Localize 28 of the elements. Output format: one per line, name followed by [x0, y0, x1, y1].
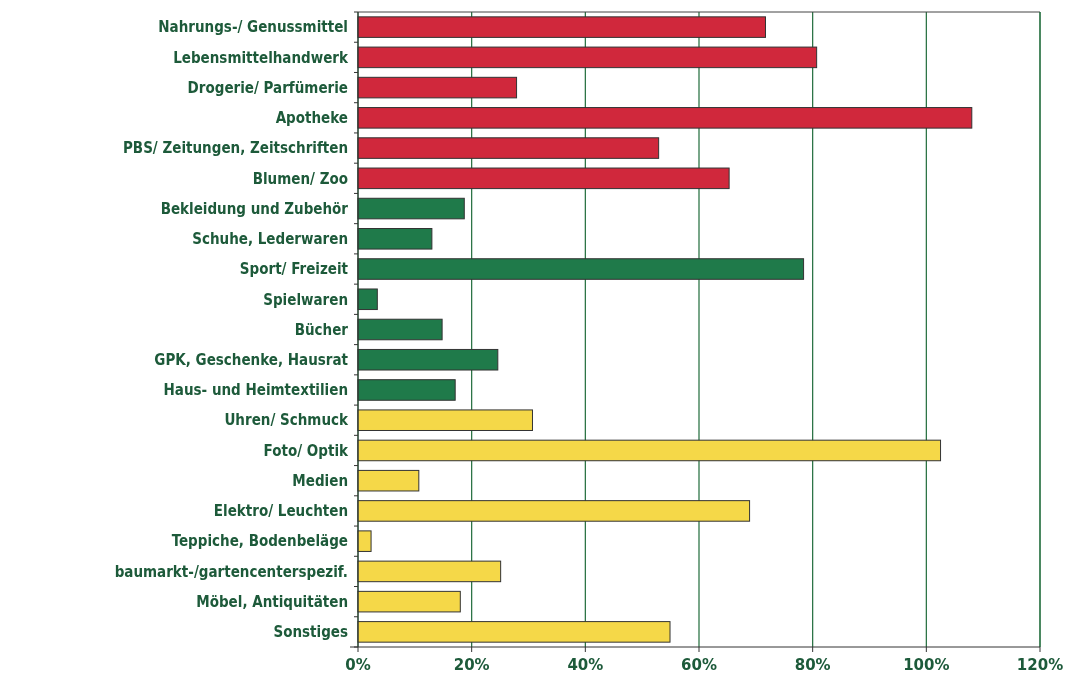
x-tick-label: 100%: [903, 656, 950, 674]
x-tick-label: 20%: [453, 656, 490, 674]
y-tick-label: Bücher: [294, 320, 349, 339]
y-tick-label: Bekleidung und Zubehör: [160, 199, 349, 218]
y-tick-label: Elektro/ Leuchten: [213, 502, 348, 521]
y-tick-label: Teppiche, Bodenbeläge: [171, 532, 348, 551]
x-tick-label: 80%: [794, 656, 831, 674]
y-tick-label: Sport/ Freizeit: [239, 260, 349, 279]
y-tick-label: Drogerie/ Parfümerie: [187, 78, 348, 97]
y-tick-label: Foto/ Optik: [263, 441, 350, 460]
x-tick-label: 60%: [681, 656, 717, 674]
y-tick-label: Spielwaren: [263, 290, 348, 309]
y-tick-label: Lebensmittelhandwerk: [173, 48, 350, 67]
y-tick-label: baumarkt-/gartencenterspezif.: [114, 562, 348, 581]
y-tick-label: Haus- und Heimtextilien: [163, 381, 348, 400]
y-tick-label: Medien: [292, 471, 348, 490]
y-tick-label: Nahrungs-/ Genussmittel: [158, 18, 348, 37]
x-tick-label: 120%: [1016, 656, 1064, 674]
y-tick-label: Sonstiges: [273, 623, 348, 642]
y-tick-label: GPK, Geschenke, Hausrat: [154, 350, 349, 369]
x-tick-label: 40%: [567, 656, 604, 674]
y-tick-label: PBS/ Zeitungen, Zeitschriften: [122, 139, 348, 158]
y-tick-label: Apotheke: [275, 109, 348, 128]
y-tick-label: Schuhe, Lederwaren: [192, 230, 348, 249]
y-tick-label: Möbel, Antiquitäten: [196, 592, 348, 611]
y-tick-label: Uhren/ Schmuck: [224, 411, 350, 430]
y-tick-label: Blumen/ Zoo: [252, 169, 348, 188]
x-tick-label: 0%: [345, 656, 371, 674]
